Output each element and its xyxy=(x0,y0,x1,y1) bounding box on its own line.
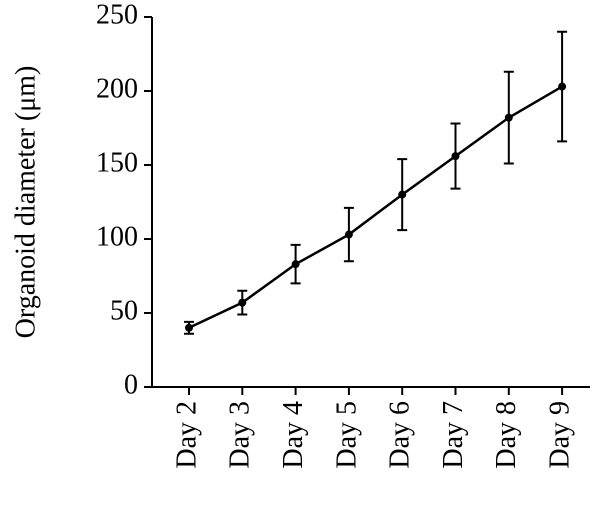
y-tick-label: 250 xyxy=(96,0,138,30)
y-tick-label: 0 xyxy=(124,369,138,400)
x-tick-label: Day 6 xyxy=(385,401,416,469)
y-axis-label: Organoid diameter (μm) xyxy=(10,66,41,339)
x-tick-label: Day 7 xyxy=(438,401,469,469)
y-tick-label: 50 xyxy=(110,295,138,326)
y-tick-label: 150 xyxy=(96,147,138,178)
x-tick-label: Day 3 xyxy=(225,401,256,469)
point xyxy=(398,190,407,199)
point xyxy=(451,152,460,161)
point xyxy=(238,298,247,307)
point xyxy=(504,113,513,122)
point xyxy=(558,82,567,91)
x-tick-label: Day 8 xyxy=(491,401,522,469)
x-tick-label: Day 5 xyxy=(331,401,362,469)
y-tick-label: 200 xyxy=(96,73,138,104)
point xyxy=(185,323,193,332)
point xyxy=(291,260,300,269)
x-tick-label: Day 2 xyxy=(171,401,202,469)
y-tick-label: 100 xyxy=(96,221,138,252)
x-tick-label: Day 4 xyxy=(278,401,309,469)
point xyxy=(344,230,353,239)
x-tick-label: Day 9 xyxy=(545,401,576,469)
line xyxy=(188,85,563,329)
